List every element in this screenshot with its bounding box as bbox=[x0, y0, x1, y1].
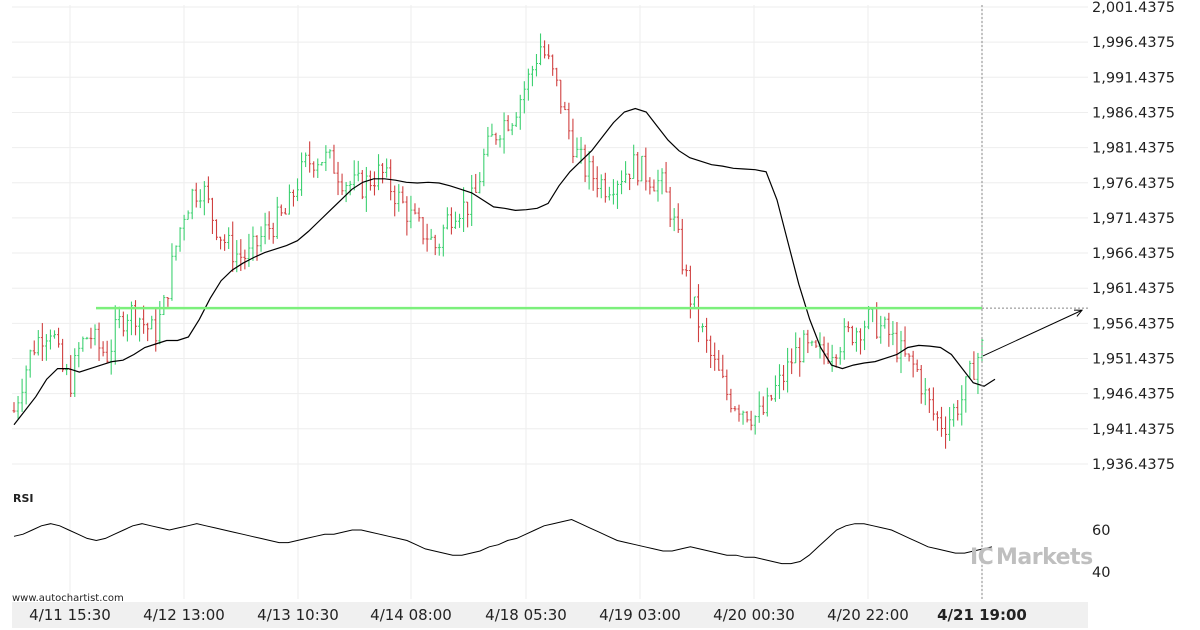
brand-watermark: IC Markets bbox=[970, 545, 1094, 570]
time-tick-label: 4/20 00:30 bbox=[713, 606, 795, 624]
price-tick-label: 1,986.4375 bbox=[1092, 105, 1175, 121]
price-tick-label: 1,956.4375 bbox=[1092, 316, 1175, 332]
price-tick-label: 1,961.4375 bbox=[1092, 281, 1175, 297]
time-tick-label: 4/18 05:30 bbox=[485, 606, 567, 624]
projection-line bbox=[982, 309, 1083, 357]
price-tick-label: 1,951.4375 bbox=[1092, 352, 1175, 368]
candlestick-series bbox=[12, 33, 984, 449]
time-tick-label: 4/13 10:30 bbox=[257, 606, 339, 624]
price-tick-label: 1,946.4375 bbox=[1092, 387, 1175, 403]
price-tick-label: 1,981.4375 bbox=[1092, 141, 1175, 157]
time-axis-band bbox=[12, 602, 1088, 628]
projection-arrowhead bbox=[1073, 309, 1084, 317]
price-tick-label: 1,966.4375 bbox=[1092, 246, 1175, 262]
price-tick-label: 1,936.4375 bbox=[1092, 457, 1175, 473]
time-tick-label: 4/20 22:00 bbox=[827, 606, 909, 624]
price-tick-label: 1,996.4375 bbox=[1092, 35, 1175, 51]
time-tick-label: 4/19 03:00 bbox=[599, 606, 681, 624]
plot-background bbox=[12, 5, 1088, 599]
watermark-prefix: IC bbox=[970, 545, 993, 570]
grid-lines bbox=[12, 5, 1088, 599]
time-tick-label: 4/14 08:00 bbox=[370, 606, 452, 624]
price-tick-label: 1,941.4375 bbox=[1092, 422, 1175, 438]
price-axis: 2,001.4375 1,996.4375 1,991.4375 1,986.4375… bbox=[1092, 0, 1175, 473]
rsi-tick-label: 40 bbox=[1092, 565, 1110, 581]
price-tick-label: 2,001.4375 bbox=[1092, 0, 1175, 16]
moving-average-path bbox=[13, 107, 996, 426]
projection-arrow bbox=[982, 309, 1084, 357]
watermark-text: Markets bbox=[996, 545, 1093, 570]
source-link[interactable]: www.autochartist.com bbox=[12, 593, 124, 604]
price-tick-label: 1,976.4375 bbox=[1092, 176, 1175, 192]
time-tick-label: 4/12 13:00 bbox=[143, 606, 225, 624]
price-tick-label: 1,991.4375 bbox=[1092, 70, 1175, 86]
price-tick-label: 1,971.4375 bbox=[1092, 211, 1175, 227]
moving-average-line bbox=[13, 107, 996, 426]
time-axis: 4/11 15:30 4/12 13:00 4/13 10:30 4/14 08:00… bbox=[12, 602, 1088, 628]
rsi-tick-label: 60 bbox=[1092, 523, 1110, 539]
time-tick-label: 4/11 15:30 bbox=[29, 606, 111, 624]
rsi-line bbox=[13, 518, 993, 565]
rsi-panel: 60 40 bbox=[13, 518, 1110, 581]
time-tick-label: 4/21 19:00 bbox=[937, 606, 1027, 624]
rsi-label: RSI bbox=[13, 492, 34, 505]
